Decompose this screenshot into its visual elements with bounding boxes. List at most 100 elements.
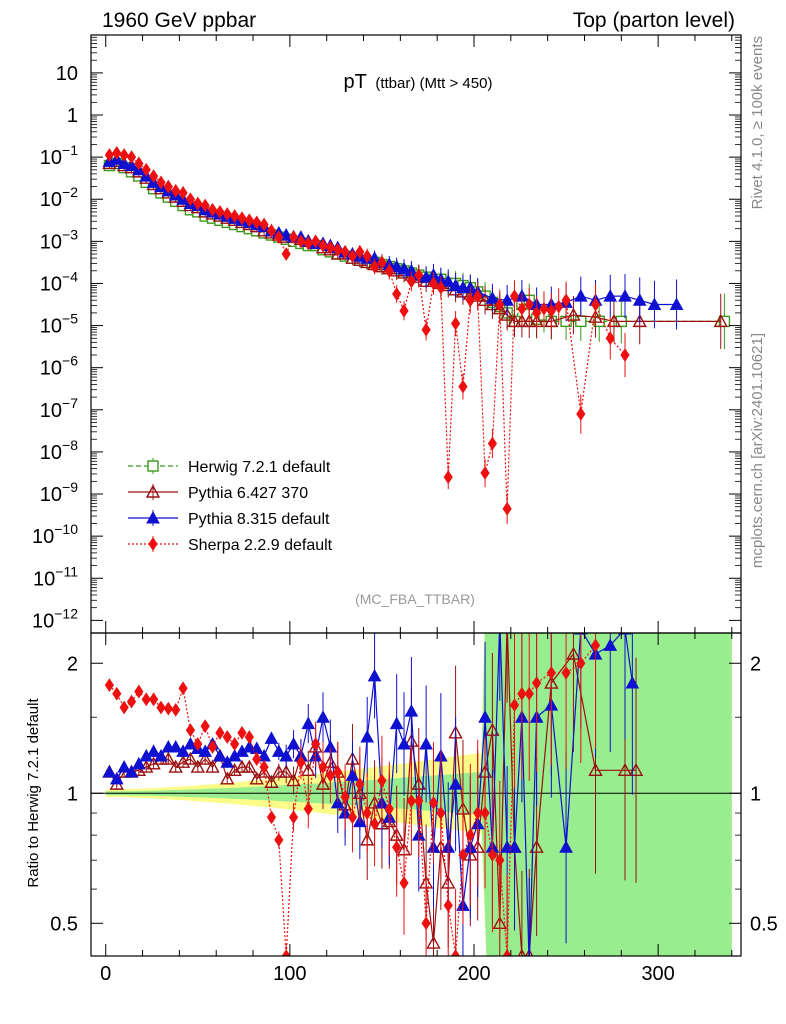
- main-y-tick-label: 10−7: [40, 395, 78, 422]
- ratio-point: [198, 744, 213, 757]
- ratio-point: [523, 959, 535, 970]
- main-point: [669, 297, 684, 311]
- ratio-point: [124, 764, 139, 778]
- ratio-point: [367, 668, 382, 682]
- ratio-point: [360, 729, 375, 743]
- ratio-point: [171, 702, 181, 717]
- ratio-point: [117, 760, 131, 773]
- ratio-point: [102, 764, 117, 778]
- main-point: [436, 280, 446, 295]
- ratio-point: [197, 751, 213, 765]
- ratio-point: [252, 752, 262, 766]
- legend: Herwig 7.2.1 default Pythia 6.427 370 Pyth…: [128, 458, 333, 554]
- main-series-0: [103, 157, 731, 350]
- ratio-point: [146, 744, 161, 757]
- ratio-point: [485, 722, 500, 736]
- main-point: [119, 148, 129, 162]
- main-point: [566, 307, 581, 321]
- legend-label: Pythia 8.315 default: [188, 511, 330, 528]
- main-point: [524, 297, 534, 312]
- ratio-point: [311, 737, 321, 751]
- main-point: [389, 259, 404, 273]
- main-y-tick-label: 10−11: [33, 563, 78, 590]
- legend-label: Pythia 6.427 370: [188, 485, 308, 502]
- ratio-point: [301, 762, 316, 777]
- main-point: [517, 301, 527, 316]
- ratio-point: [458, 847, 468, 862]
- ratio-point: [421, 916, 431, 931]
- main-y-tick-exp: −8: [62, 437, 78, 453]
- ratio-y-tick-label-right: 1: [750, 783, 761, 805]
- main-y-tick-exp: −10: [54, 521, 78, 537]
- ratio-point: [134, 684, 144, 699]
- main-y-tick-label: 10: [56, 63, 78, 85]
- ratio-y-tick-label-left: 1: [67, 783, 78, 805]
- ratio-point: [561, 665, 571, 680]
- ratio-point: [507, 840, 522, 853]
- ratio-point: [576, 656, 586, 671]
- rivet-version-label: Rivet 4.1.0, ≥ 100k events: [749, 36, 766, 209]
- main-point: [480, 466, 490, 480]
- main-point: [713, 313, 728, 328]
- ratio-point: [436, 806, 446, 820]
- main-point: [230, 209, 240, 223]
- ratio-point: [617, 762, 633, 777]
- ratio-point: [109, 771, 124, 785]
- ratio-point: [185, 723, 196, 738]
- main-point: [124, 158, 139, 172]
- ratio-point: [119, 700, 129, 715]
- main-point: [377, 255, 387, 270]
- ratio-point: [502, 949, 512, 956]
- header-process-label: Top (parton level): [573, 9, 735, 32]
- ratio-point: [288, 810, 299, 825]
- main-point: [606, 313, 622, 328]
- ratio-point: [625, 675, 640, 689]
- ratio-point: [501, 615, 513, 626]
- ratio-point: [397, 737, 411, 750]
- ratio-point: [259, 760, 269, 774]
- legend-label: Herwig 7.2.1 default: [188, 459, 331, 476]
- main-point: [502, 501, 512, 516]
- ratio-point: [448, 777, 463, 790]
- main-point: [443, 470, 453, 485]
- main-y-tick-label: 10−4: [40, 268, 78, 295]
- main-point: [499, 307, 515, 321]
- ratio-point: [399, 876, 409, 890]
- ratio-point: [426, 935, 441, 949]
- ratio-point: [104, 678, 115, 693]
- main-point: [632, 293, 647, 306]
- main-point: [296, 234, 306, 249]
- main-point: [620, 348, 630, 362]
- main-series-layer: [102, 146, 731, 525]
- ratio-point: [220, 771, 235, 785]
- ratio-point: [237, 725, 247, 740]
- main-y-tick-exp: −5: [62, 311, 78, 327]
- main-point: [458, 379, 468, 394]
- main-point: [561, 293, 571, 308]
- ratio-point: [340, 790, 350, 804]
- main-point: [539, 301, 549, 316]
- ratio-point: [316, 710, 330, 723]
- main-point: [441, 274, 456, 287]
- main-y-tick-exp: −3: [62, 226, 78, 242]
- main-y-tick-exp: −12: [54, 605, 78, 621]
- mcplots-label: mcplots.cern.ch [arXiv:2401.10621]: [749, 333, 766, 568]
- ratio-point: [205, 759, 220, 773]
- ratio-point: [546, 665, 556, 680]
- legend-marker: [146, 510, 160, 524]
- main-point: [485, 291, 500, 304]
- ratio-point: [478, 710, 492, 723]
- main-y-tick-label: 10−2: [40, 184, 78, 211]
- main-point: [340, 244, 350, 259]
- ratio-point: [495, 853, 505, 868]
- ratio-point: [450, 949, 461, 956]
- ratio-point: [183, 751, 198, 765]
- main-point: [450, 316, 461, 331]
- main-point: [593, 315, 605, 328]
- legend-marker: [147, 460, 159, 472]
- main-point: [392, 287, 402, 301]
- main-point: [311, 234, 321, 249]
- main-point: [222, 207, 232, 221]
- main-point: [573, 289, 588, 302]
- ratio-point: [532, 676, 542, 690]
